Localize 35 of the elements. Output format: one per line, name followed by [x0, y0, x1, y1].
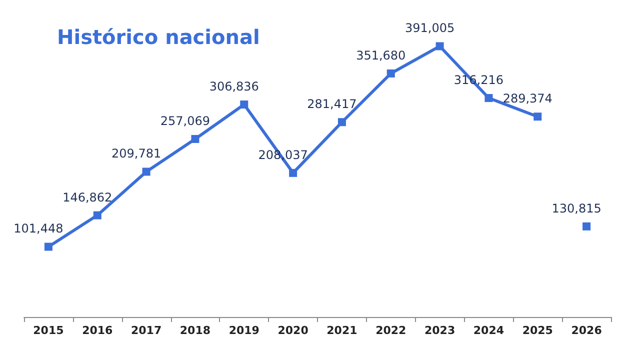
point — [142, 168, 150, 176]
x-tick-label: 2016 — [82, 324, 114, 337]
point — [534, 112, 542, 121]
point — [436, 42, 444, 50]
x-tick-label: 2018 — [180, 324, 211, 337]
data-label: 281,417 — [307, 97, 357, 112]
data-label: 391,005 — [404, 21, 455, 36]
chart-title: Histórico nacional — [57, 25, 260, 49]
data-label: 130,815 — [552, 201, 602, 216]
point — [44, 242, 52, 251]
point — [93, 211, 102, 220]
data-label: 351,680 — [356, 48, 406, 62]
x-tick-label: 2020 — [278, 324, 309, 337]
point — [386, 69, 395, 78]
data-label: 257,069 — [160, 114, 210, 128]
x-tick-label: 2024 — [473, 324, 504, 337]
x-tick-label: 2021 — [326, 324, 358, 337]
point — [338, 118, 346, 126]
x-tick-label: 2015 — [33, 324, 64, 337]
x-tick-label: 2023 — [424, 324, 456, 337]
x-tick-label: 2017 — [130, 324, 162, 337]
x-tick-label: 2026 — [571, 324, 602, 337]
point — [484, 94, 493, 102]
data-label: 146,862 — [62, 190, 112, 204]
point — [289, 168, 298, 177]
x-tick-label: 2022 — [376, 324, 406, 337]
data-label: 209,781 — [111, 146, 162, 161]
data-label: 101,448 — [14, 222, 64, 236]
point — [582, 222, 591, 230]
data-label: 289,374 — [502, 92, 552, 106]
x-tick-label: 2025 — [522, 324, 553, 337]
x-tick-label: 2019 — [228, 324, 260, 337]
data-label: 306,836 — [209, 80, 259, 94]
point — [240, 100, 248, 109]
point — [191, 134, 200, 143]
